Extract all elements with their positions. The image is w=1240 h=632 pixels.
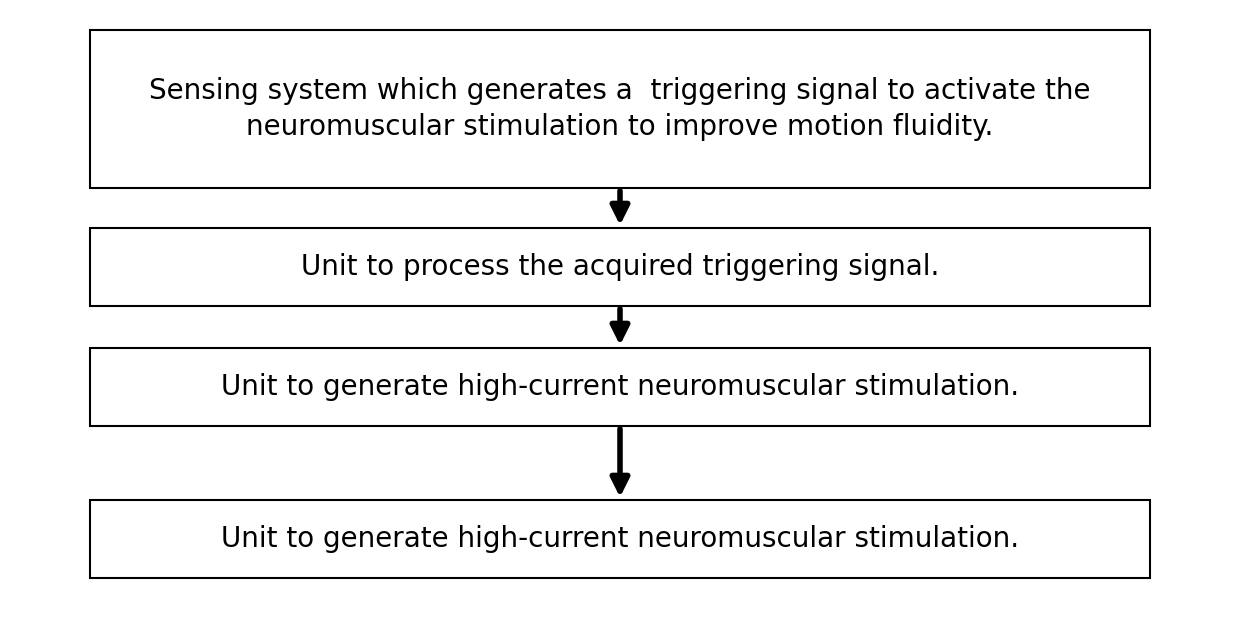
Text: Unit to generate high-current neuromuscular stimulation.: Unit to generate high-current neuromuscu…: [221, 373, 1019, 401]
Text: Sensing system which generates a  triggering signal to activate the
neuromuscula: Sensing system which generates a trigger…: [149, 76, 1091, 142]
Bar: [91, 500, 1149, 578]
Bar: [91, 228, 1149, 306]
Text: Unit to process the acquired triggering signal.: Unit to process the acquired triggering …: [301, 253, 939, 281]
Text: Unit to generate high-current neuromuscular stimulation.: Unit to generate high-current neuromuscu…: [221, 525, 1019, 553]
Bar: [91, 348, 1149, 426]
Bar: [91, 30, 1149, 188]
